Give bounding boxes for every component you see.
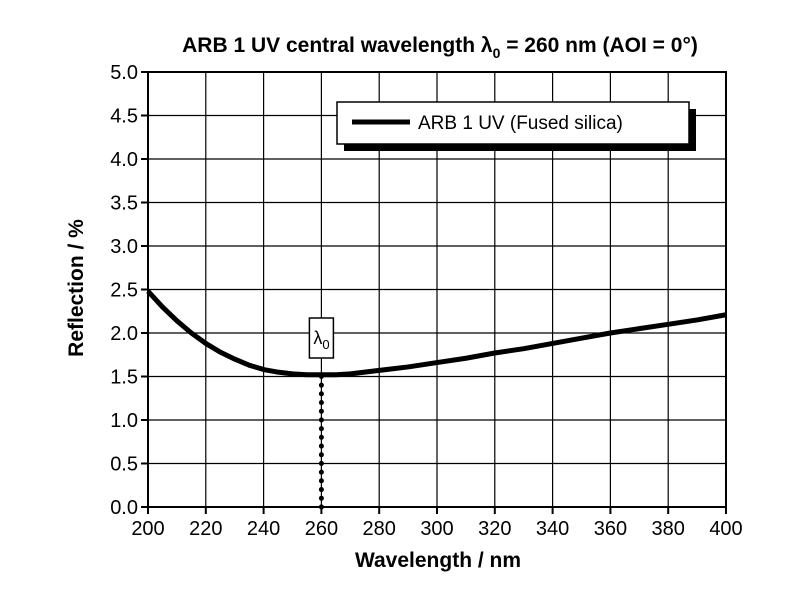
y-tick-label-8: 4.0 bbox=[110, 149, 138, 171]
x-axis-label: Wavelength / nm bbox=[355, 549, 521, 572]
y-tick-label-9: 4.5 bbox=[110, 106, 138, 128]
x-axis-ticks: 200 220 240 260 280 300 320 340 360 380 400 bbox=[131, 507, 743, 540]
x-tick-label-0: 200 bbox=[131, 518, 164, 540]
y-tick-label-5: 2.5 bbox=[110, 280, 138, 302]
y-tick-label-10: 5.0 bbox=[110, 62, 138, 84]
x-tick-label-7: 340 bbox=[536, 518, 569, 540]
y-tick-label-0: 0.0 bbox=[110, 497, 138, 519]
y-tick-label-6: 3.0 bbox=[110, 236, 138, 258]
x-tick-label-3: 260 bbox=[305, 518, 338, 540]
x-tick-label-1: 220 bbox=[189, 518, 222, 540]
x-tick-label-6: 320 bbox=[478, 518, 511, 540]
y-tick-label-2: 1.0 bbox=[110, 410, 138, 432]
x-tick-label-2: 240 bbox=[247, 518, 280, 540]
y-axis-label: Reflection / % bbox=[65, 219, 88, 357]
y-tick-label-3: 1.5 bbox=[110, 367, 138, 389]
lambda-marker: λ0 bbox=[308, 317, 335, 510]
legend: ARB 1 UV (Fused silica) bbox=[336, 101, 696, 151]
x-tick-label-9: 380 bbox=[652, 518, 685, 540]
x-tick-label-4: 280 bbox=[363, 518, 396, 540]
x-tick-label-5: 300 bbox=[420, 518, 453, 540]
y-tick-label-1: 0.5 bbox=[110, 454, 138, 476]
y-tick-label-7: 3.5 bbox=[110, 193, 138, 215]
series-layer bbox=[146, 289, 727, 378]
lambda-label-box bbox=[308, 317, 335, 359]
y-tick-label-4: 2.0 bbox=[110, 323, 138, 345]
lambda-label: λ0 bbox=[313, 328, 329, 352]
legend-entry-label: ARB 1 UV (Fused silica) bbox=[418, 113, 623, 134]
x-tick-label-10: 400 bbox=[709, 518, 742, 540]
series-line-0 bbox=[146, 289, 727, 378]
chart-title: ARB 1 UV central wavelength λ0 = 260 nm … bbox=[182, 34, 698, 61]
x-tick-label-8: 360 bbox=[594, 518, 627, 540]
y-axis-ticks: 0.0 0.5 1.0 1.5 2.0 2.5 3.0 3.5 4.0 4.5 5.0 bbox=[110, 62, 148, 519]
